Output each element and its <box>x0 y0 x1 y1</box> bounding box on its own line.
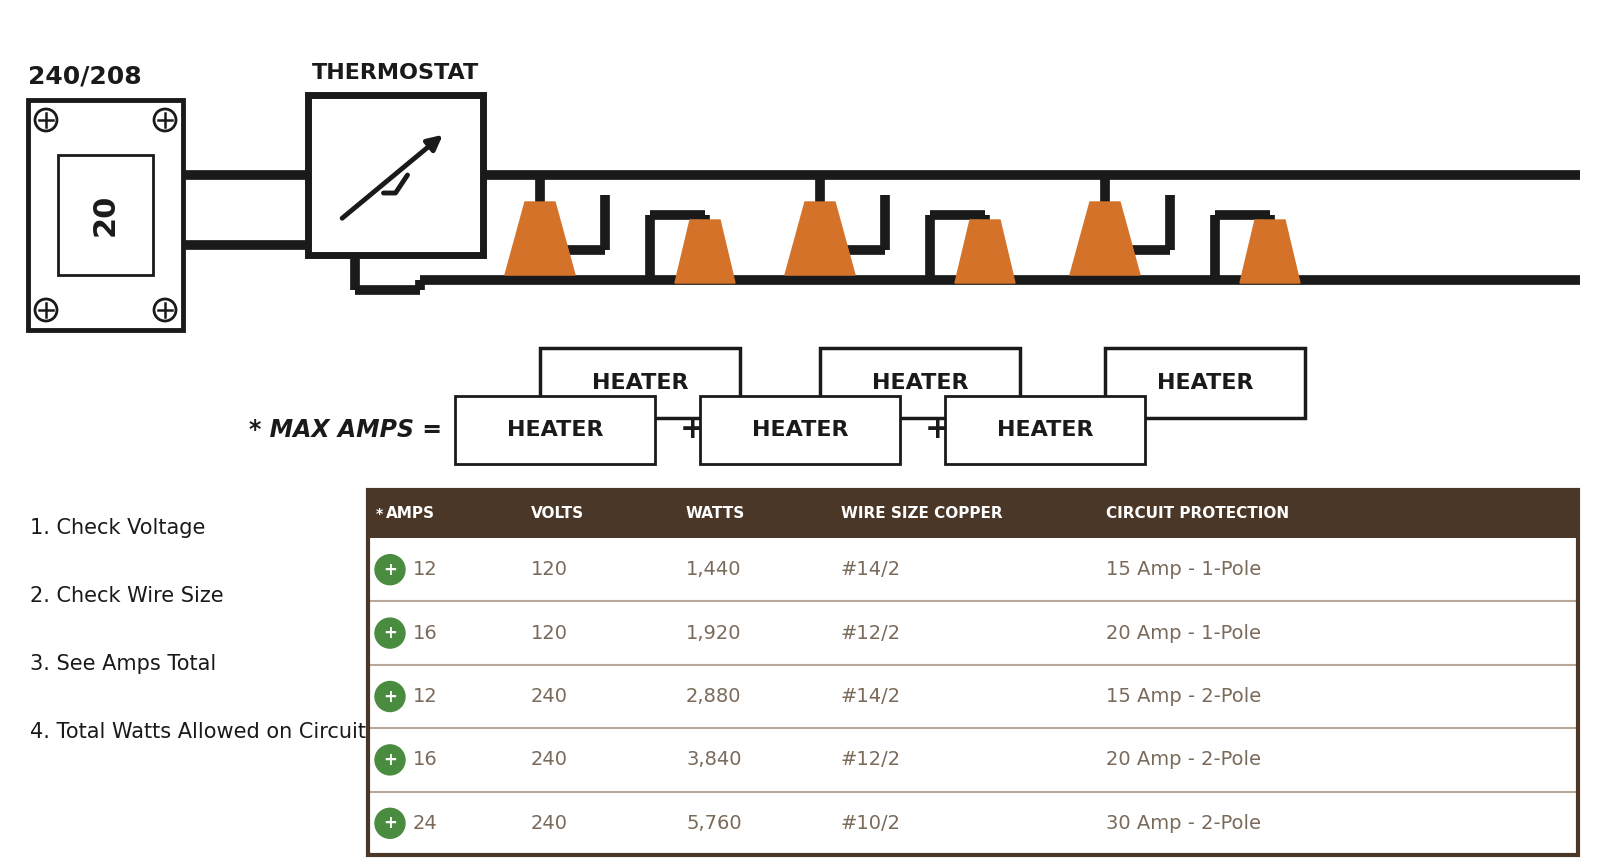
Text: 24: 24 <box>413 814 438 833</box>
Text: 20: 20 <box>91 194 120 236</box>
Text: 240: 240 <box>531 751 568 769</box>
Bar <box>368 490 1578 538</box>
Text: CIRCUIT PROTECTION: CIRCUIT PROTECTION <box>1106 506 1290 521</box>
Text: HEATER: HEATER <box>872 373 968 393</box>
Text: +: + <box>382 561 397 578</box>
Text: 4. Total Watts Allowed on Circuit: 4. Total Watts Allowed on Circuit <box>30 722 366 742</box>
Text: +: + <box>382 814 397 832</box>
Text: #14/2: #14/2 <box>842 687 901 706</box>
Text: HEATER: HEATER <box>507 420 603 440</box>
Bar <box>29 100 182 330</box>
Text: 16: 16 <box>413 623 438 642</box>
Bar <box>368 728 1578 792</box>
Text: VOLTS: VOLTS <box>531 506 584 521</box>
Polygon shape <box>1070 202 1139 275</box>
Bar <box>368 665 1578 728</box>
Bar <box>1106 348 1306 418</box>
Text: 3. See Amps Total: 3. See Amps Total <box>30 654 216 674</box>
Bar <box>946 396 1146 464</box>
Text: 16: 16 <box>413 751 438 769</box>
Circle shape <box>374 555 405 584</box>
Polygon shape <box>675 220 734 283</box>
Text: 2. Check Wire Size: 2. Check Wire Size <box>30 586 224 606</box>
Polygon shape <box>1240 220 1299 283</box>
Text: 15 Amp - 2-Pole: 15 Amp - 2-Pole <box>1106 687 1261 706</box>
Text: 15 Amp - 1-Pole: 15 Amp - 1-Pole <box>1106 560 1261 579</box>
Text: 240: 240 <box>531 814 568 833</box>
Text: THERMOSTAT: THERMOSTAT <box>312 63 478 83</box>
Text: HEATER: HEATER <box>592 373 688 393</box>
Text: 240: 240 <box>531 687 568 706</box>
Text: 20 Amp - 1-Pole: 20 Amp - 1-Pole <box>1106 623 1261 642</box>
Text: #12/2: #12/2 <box>842 623 901 642</box>
Text: #14/2: #14/2 <box>842 560 901 579</box>
Text: HEATER: HEATER <box>752 420 848 440</box>
Text: 30 Amp - 2-Pole: 30 Amp - 2-Pole <box>1106 814 1261 833</box>
Text: 1. Check Voltage: 1. Check Voltage <box>30 518 205 538</box>
Text: +: + <box>925 415 950 445</box>
Bar <box>541 348 739 418</box>
Circle shape <box>374 745 405 775</box>
Circle shape <box>374 681 405 712</box>
Text: 20 Amp - 2-Pole: 20 Amp - 2-Pole <box>1106 751 1261 769</box>
Polygon shape <box>955 220 1014 283</box>
Text: +: + <box>382 624 397 642</box>
Text: * MAX AMPS =: * MAX AMPS = <box>250 418 442 442</box>
Text: 2,880: 2,880 <box>686 687 741 706</box>
Bar <box>454 396 654 464</box>
Text: HEATER: HEATER <box>997 420 1093 440</box>
Polygon shape <box>506 202 574 275</box>
Bar <box>368 792 1578 855</box>
Text: 12: 12 <box>413 560 438 579</box>
Bar <box>307 95 483 255</box>
Text: #10/2: #10/2 <box>842 814 901 833</box>
Text: #12/2: #12/2 <box>842 751 901 769</box>
Bar <box>819 348 1021 418</box>
Bar <box>58 155 154 275</box>
Text: HEATER: HEATER <box>1157 373 1253 393</box>
Text: 120: 120 <box>531 560 568 579</box>
Text: AMPS: AMPS <box>386 506 435 521</box>
Bar <box>368 490 1578 855</box>
Bar <box>368 602 1578 665</box>
Text: 12: 12 <box>413 687 438 706</box>
Text: WIRE SIZE COPPER: WIRE SIZE COPPER <box>842 506 1003 521</box>
Text: *: * <box>376 507 384 521</box>
Circle shape <box>374 618 405 649</box>
Text: 240/208: 240/208 <box>29 64 142 88</box>
Polygon shape <box>786 202 854 275</box>
Text: 1,920: 1,920 <box>686 623 741 642</box>
Text: 5,760: 5,760 <box>686 814 742 833</box>
Text: +: + <box>680 415 706 445</box>
Text: WATTS: WATTS <box>686 506 746 521</box>
Text: 3,840: 3,840 <box>686 751 741 769</box>
Text: 1,440: 1,440 <box>686 560 741 579</box>
Circle shape <box>374 808 405 838</box>
Bar <box>701 396 899 464</box>
Text: +: + <box>382 688 397 706</box>
Text: +: + <box>382 751 397 769</box>
Bar <box>368 538 1578 602</box>
Text: 120: 120 <box>531 623 568 642</box>
